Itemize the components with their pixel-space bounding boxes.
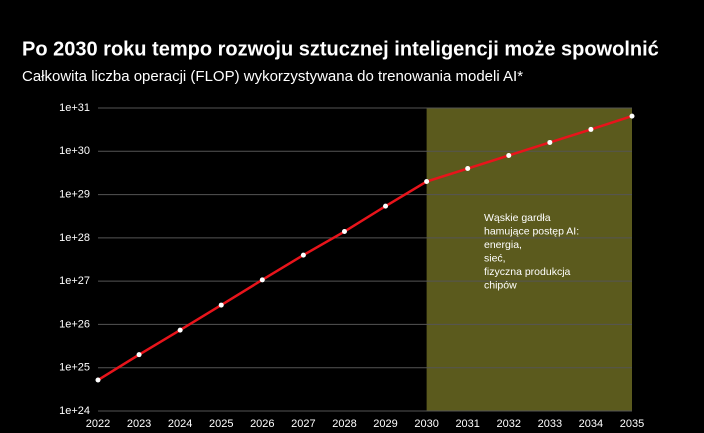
point — [383, 203, 389, 209]
annotation: chipów — [484, 279, 517, 291]
point — [506, 152, 512, 158]
y-tick-label: 1e+31 — [59, 102, 90, 114]
point — [300, 252, 306, 258]
point — [177, 327, 183, 333]
point — [424, 179, 430, 185]
point — [136, 352, 142, 358]
x-tick-label: 2034 — [579, 418, 603, 430]
chart-title: Po 2030 roku tempo rozwoju sztucznej int… — [22, 38, 659, 60]
y-tick-label: 1e+25 — [59, 362, 90, 374]
y-tick-label: 1e+28 — [59, 232, 90, 244]
point — [95, 377, 101, 383]
annotation: fizyczna produkcja — [484, 266, 571, 278]
x-tick-label: 2033 — [538, 418, 562, 430]
y-tick-label: 1e+30 — [59, 145, 90, 157]
point — [465, 166, 471, 172]
x-tick-label: 2026 — [250, 418, 274, 430]
y-tick-label: 1e+26 — [59, 318, 90, 330]
x-tick-label: 2022 — [86, 418, 110, 430]
point — [588, 126, 594, 132]
point — [259, 277, 265, 283]
x-tick-label: 2025 — [209, 418, 233, 430]
point — [629, 113, 635, 119]
x-tick-label: 2029 — [373, 418, 397, 430]
x-tick-label: 2027 — [291, 418, 315, 430]
point — [341, 229, 347, 235]
x-tick-label: 2031 — [455, 418, 479, 430]
shaded-region — [426, 108, 632, 411]
x-tick-label: 2030 — [414, 418, 438, 430]
x-tick-label: 2024 — [168, 418, 192, 430]
annotation: Wąskie gardła — [484, 212, 551, 224]
point — [218, 302, 224, 308]
point — [547, 139, 553, 145]
annotation: energia, — [484, 239, 522, 251]
chart-subtitle: Całkowita liczba operacji (FLOP) wykorzy… — [22, 68, 523, 85]
x-tick-label: 2023 — [127, 418, 151, 430]
x-tick-label: 2028 — [332, 418, 356, 430]
y-tick-label: 1e+29 — [59, 188, 90, 200]
y-tick-label: 1e+27 — [59, 275, 90, 287]
line — [97, 114, 633, 382]
x-tick-label: 2035 — [620, 418, 644, 430]
x-tick-label: 2032 — [497, 418, 521, 430]
annotation: sieć, — [484, 252, 506, 264]
annotation: hamujące postęp AI: — [484, 225, 579, 237]
y-tick-label: 1e+24 — [59, 405, 90, 417]
